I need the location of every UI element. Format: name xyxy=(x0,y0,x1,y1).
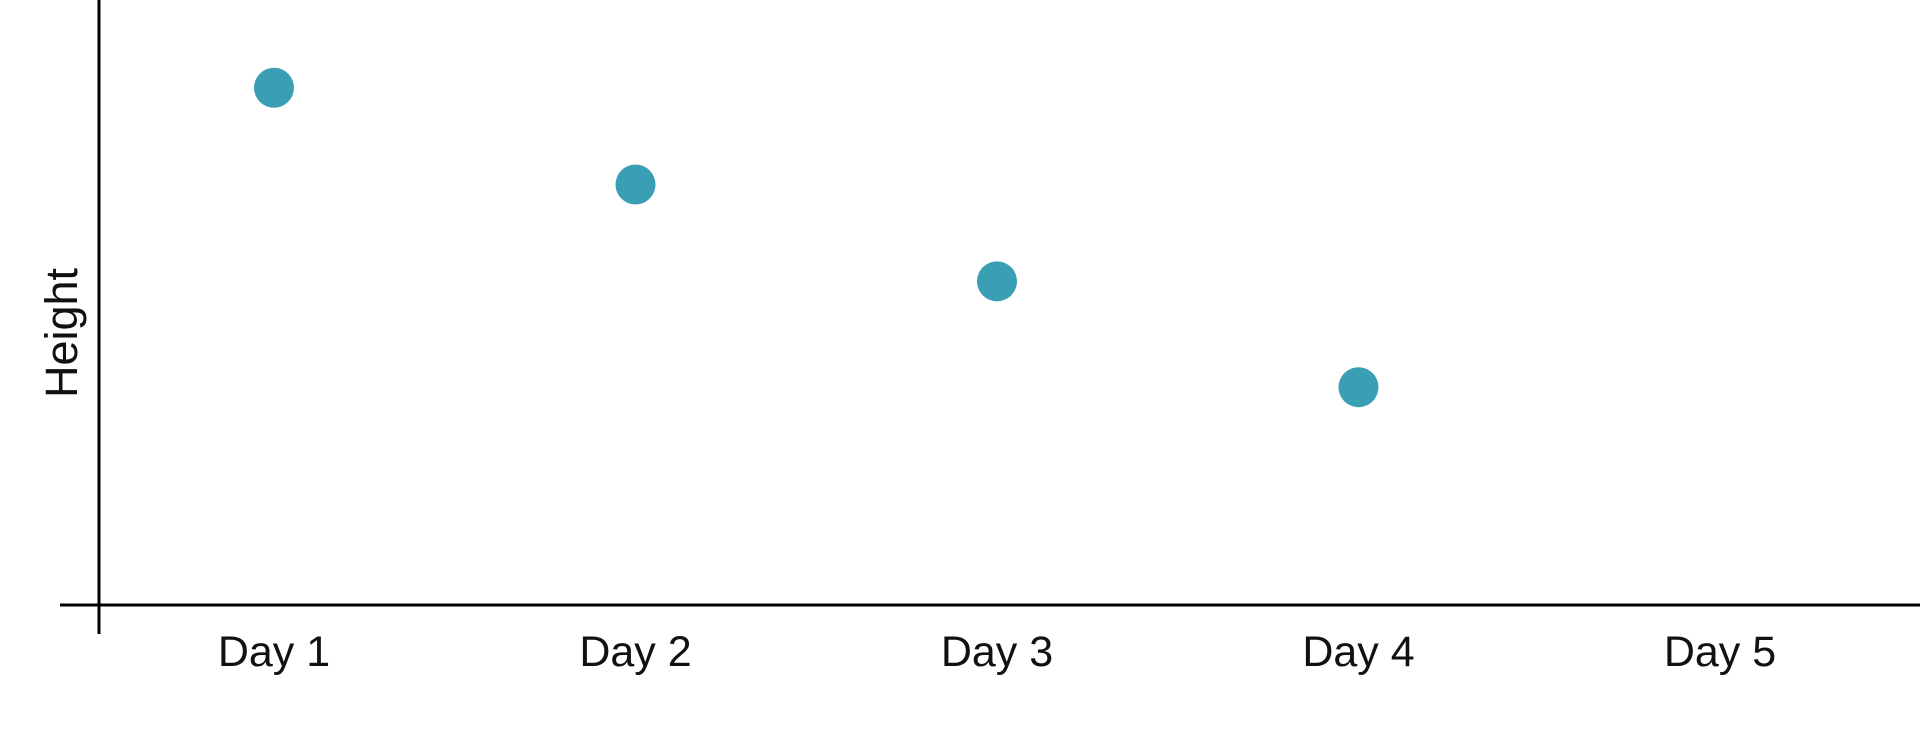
x-tick-label: Day 1 xyxy=(218,628,330,676)
data-point xyxy=(254,67,294,108)
data-point xyxy=(1338,367,1379,408)
data-points xyxy=(254,67,1379,408)
x-tick-label: Day 3 xyxy=(941,628,1053,676)
data-point xyxy=(615,164,656,205)
data-point xyxy=(977,261,1017,302)
x-tick-label: Day 4 xyxy=(1302,628,1414,676)
x-tick-labels: Day 1 Day 2 Day 3 Day 4 Day 5 xyxy=(218,628,1776,676)
x-tick-label: Day 2 xyxy=(579,628,691,676)
x-tick-label: Day 5 xyxy=(1664,628,1776,676)
y-axis-title: Height xyxy=(36,267,87,398)
